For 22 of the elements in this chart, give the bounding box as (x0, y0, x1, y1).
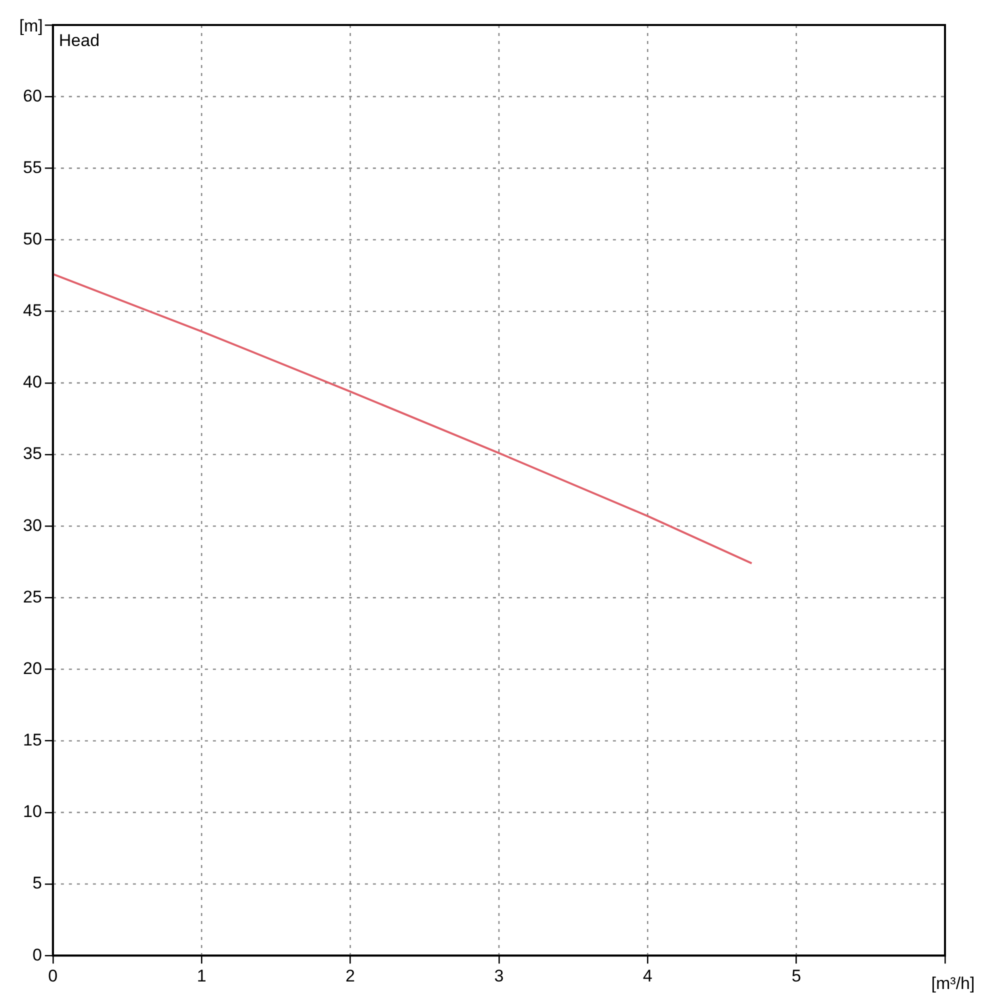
y-tick-label: 0 (32, 945, 42, 964)
y-tick-label: 20 (22, 658, 42, 678)
x-tick-label: 0 (48, 966, 58, 986)
x-tick-label: 5 (792, 966, 802, 986)
y-tick-label: 10 (22, 802, 42, 822)
x-tick-label: 3 (494, 966, 504, 986)
x-axis-title: [m³/h] (931, 974, 975, 993)
y-tick-label: 55 (22, 158, 42, 177)
y-tick-label: 50 (22, 229, 42, 248)
x-tick-label: 1 (196, 966, 206, 986)
y-axis-title: [m] (19, 16, 43, 36)
y-tick-label: 30 (22, 516, 42, 535)
x-tick-label: 2 (346, 966, 356, 986)
x-tick-label: 4 (642, 966, 652, 986)
y-tick-label: 40 (22, 372, 42, 392)
y-tick-label: 15 (22, 730, 42, 750)
y-tick-label: 45 (22, 301, 42, 320)
annotation: Head (58, 31, 100, 50)
y-tick-label: 25 (22, 587, 42, 606)
y-tick-label: 60 (22, 86, 42, 106)
y-tick-label: 35 (22, 444, 42, 464)
y-tick-label: 5 (32, 874, 42, 893)
